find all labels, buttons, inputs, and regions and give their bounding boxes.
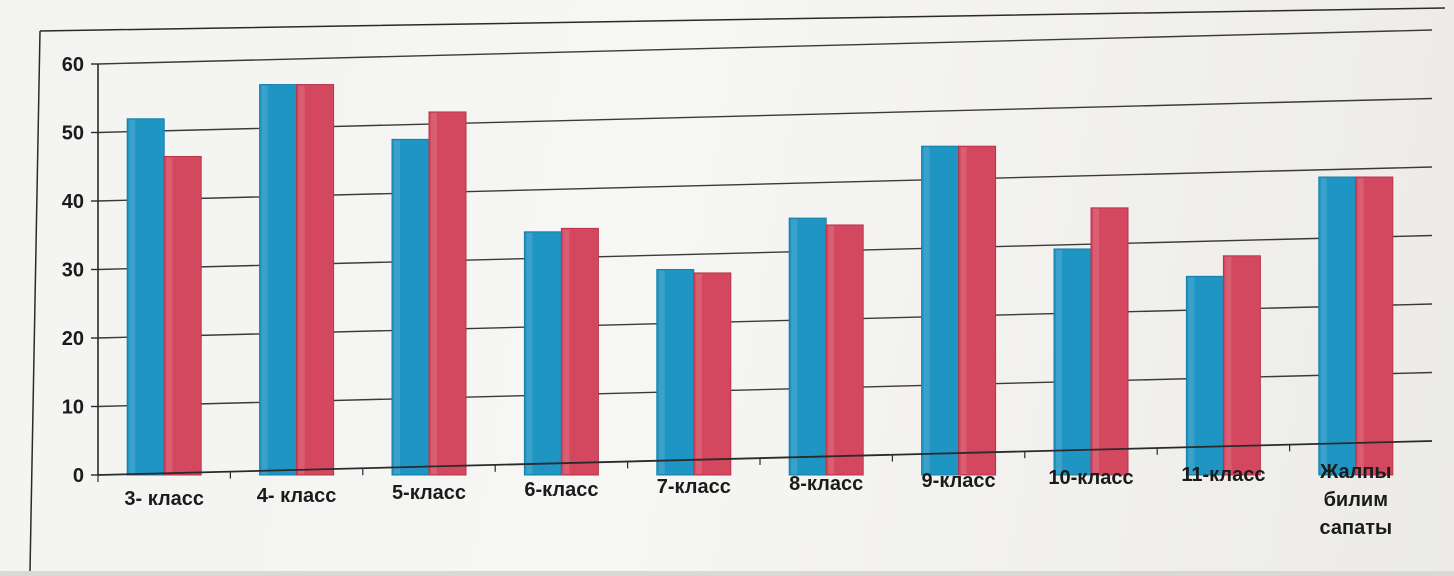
- bar-highlight: [394, 140, 400, 474]
- bar-s2-1: [163, 155, 202, 476]
- y-tick-label: 60: [62, 54, 84, 76]
- bar-highlight: [923, 147, 930, 474]
- gridline: [97, 29, 1433, 65]
- bar-s2-6: [825, 224, 864, 476]
- bar-s1-5: [656, 269, 695, 476]
- bar-highlight: [431, 112, 437, 474]
- bar-s1-9: [1185, 275, 1224, 476]
- x-tick-label: 3- класс: [124, 488, 204, 510]
- bar-highlight: [526, 232, 533, 474]
- x-tick-label: 11-класс: [1181, 464, 1265, 486]
- bar-s1-2: [259, 84, 298, 476]
- x-tick-label: Жалпы билим сапаты: [1319, 461, 1392, 539]
- x-axis-line: [97, 440, 1433, 476]
- frame-border: [29, 7, 1446, 572]
- bars-group: [126, 84, 1394, 476]
- bar-highlight: [1357, 178, 1364, 474]
- y-tick-label: 0: [73, 465, 84, 487]
- bar-s2-9: [1222, 255, 1261, 476]
- bar-s1-7: [921, 145, 960, 476]
- y-tick-label: 40: [62, 191, 84, 213]
- bar-s1-10: [1318, 176, 1357, 476]
- bar-s1-3: [391, 138, 430, 476]
- bar-highlight: [1188, 277, 1195, 474]
- x-tick-label: 4- класс: [257, 485, 337, 507]
- bar-highlight: [1320, 178, 1327, 474]
- x-tick-label: 10-класс: [1048, 467, 1133, 489]
- bar-highlight: [261, 85, 268, 475]
- bar-highlight: [960, 147, 967, 474]
- bar-highlight: [166, 157, 173, 474]
- bar-s2-3: [428, 111, 467, 476]
- bar-highlight: [1056, 249, 1062, 474]
- bar-highlight: [658, 270, 665, 474]
- x-tick-label: 7-класс: [657, 476, 731, 498]
- bar-s2-2: [296, 84, 335, 476]
- y-tick-label: 50: [62, 123, 84, 145]
- y-tick-label: 10: [62, 397, 84, 419]
- bar-s2-7: [958, 145, 997, 476]
- x-axis: 3- класс 4- класс 5-класс 6-класс 7-класс 8-к…: [97, 440, 1433, 539]
- bar-s1-4: [523, 231, 562, 476]
- x-tick-label: 8-класс: [789, 473, 863, 495]
- bar-s2-5: [693, 272, 732, 476]
- bar-highlight: [129, 119, 136, 475]
- bar-highlight: [695, 273, 702, 474]
- bar-s2-10: [1355, 176, 1394, 476]
- x-tick-label: 9-класс: [922, 470, 996, 492]
- y-axis: 0 10 20 30 40 50 60: [62, 54, 99, 487]
- bar-s2-4: [560, 227, 599, 476]
- y-tick-label: 20: [62, 328, 84, 350]
- bar-s1-1: [126, 118, 165, 476]
- x-tick-label: 6-класс: [524, 479, 598, 501]
- y-tick-label: 30: [62, 260, 84, 282]
- bar-s2-8: [1090, 207, 1129, 476]
- bar-highlight: [1093, 208, 1099, 474]
- bar-highlight: [791, 219, 798, 474]
- bar-highlight: [563, 229, 570, 474]
- bar-highlight: [298, 85, 305, 475]
- bar-s1-6: [788, 217, 827, 476]
- bar-highlight: [1225, 256, 1232, 474]
- bar-s1-8: [1053, 248, 1092, 476]
- x-tick-label: 5-класс: [392, 482, 466, 504]
- chart-frame: [29, 7, 1446, 572]
- bar-highlight: [828, 225, 835, 474]
